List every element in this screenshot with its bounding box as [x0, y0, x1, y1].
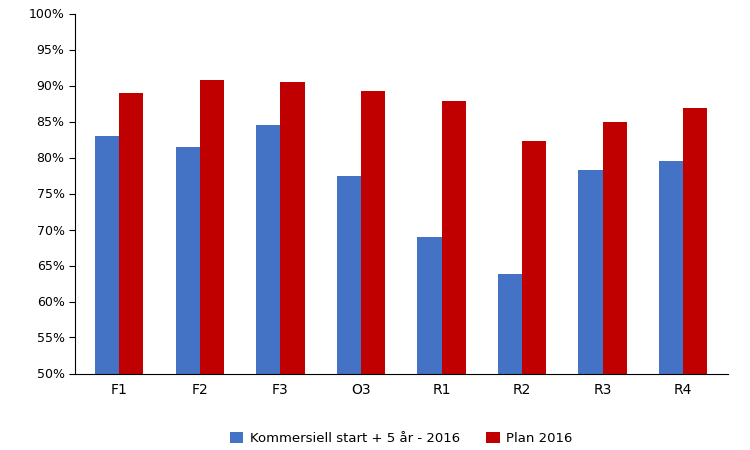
Bar	[176, 148, 200, 450]
Bar	[280, 82, 304, 450]
Bar	[498, 274, 522, 450]
Bar	[659, 161, 683, 450]
Bar	[95, 136, 119, 450]
Bar	[361, 91, 386, 450]
Legend: Kommersiell start + 5 år - 2016, Plan 2016: Kommersiell start + 5 år - 2016, Plan 20…	[225, 427, 578, 450]
Bar	[200, 81, 224, 450]
Bar	[119, 93, 143, 450]
Bar	[578, 170, 603, 450]
Bar	[337, 176, 361, 450]
Bar	[417, 237, 442, 450]
Bar	[522, 141, 546, 450]
Bar	[603, 122, 627, 450]
Bar	[442, 101, 466, 450]
Bar	[256, 125, 280, 450]
Bar	[683, 108, 707, 450]
